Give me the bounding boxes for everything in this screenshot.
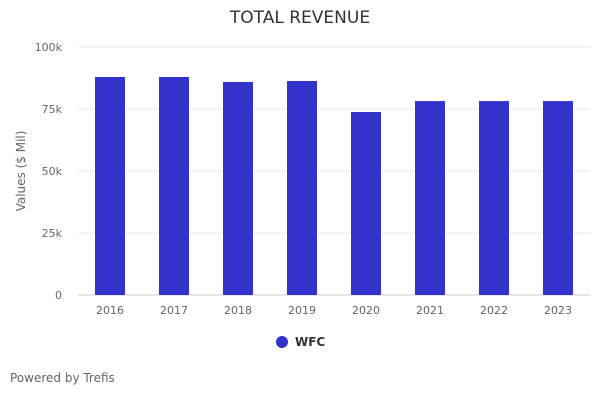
bar (543, 101, 573, 296)
bar (159, 77, 189, 296)
bar (287, 80, 317, 295)
y-tick-label: 25k (42, 227, 63, 240)
bar (351, 111, 381, 295)
bar (95, 77, 125, 296)
x-tick-label: 2016 (96, 304, 124, 317)
y-tick-label: 100k (35, 41, 63, 54)
y-axis-label: Values ($ Mil) (14, 131, 28, 212)
y-tick-label: 50k (42, 165, 63, 178)
bar (223, 81, 253, 295)
x-tick-label: 2021 (416, 304, 444, 317)
x-tick-label: 2018 (224, 304, 252, 317)
x-tick-label: 2019 (288, 304, 316, 317)
legend-marker (276, 336, 288, 348)
chart-title: TOTAL REVENUE (229, 8, 371, 28)
y-tick-label: 75k (42, 103, 63, 116)
y-tick-label: 0 (55, 289, 62, 302)
legend-label: WFC (295, 335, 326, 349)
bar (479, 101, 509, 296)
legend[interactable]: WFC (276, 335, 325, 349)
x-tick-label: 2017 (160, 304, 188, 317)
x-tick-label: 2020 (352, 304, 380, 317)
x-tick-label: 2022 (480, 304, 508, 317)
x-tick-label: 2023 (544, 304, 572, 317)
bar (415, 101, 445, 296)
powered-by: Powered by Trefis (10, 371, 115, 385)
